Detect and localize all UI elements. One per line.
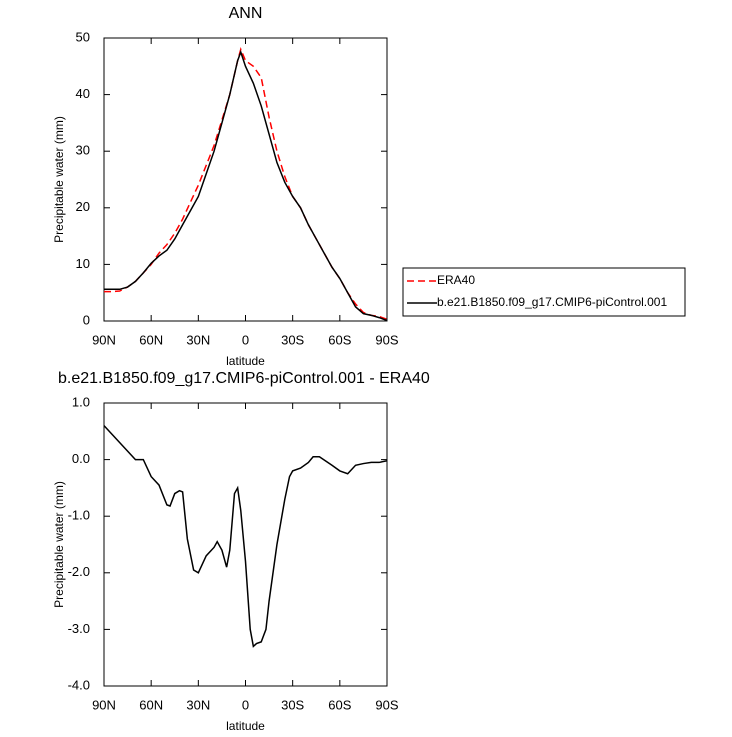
y-axis-label: Precipitable water (mm) [52,116,66,243]
y-tick-label: -3.0 [68,621,90,636]
x-tick-label: 60S [328,697,351,712]
x-tick-label: 30S [281,697,304,712]
x-tick-label: 30N [186,332,210,347]
legend-box [402,267,686,317]
x-tick-label: 90N [92,332,116,347]
chart-title: ANN [229,5,263,22]
x-tick-label: 0 [242,332,249,347]
data-line [104,49,388,322]
y-tick-label: 1.0 [72,394,90,409]
x-tick-label: 90S [375,332,398,347]
x-axis-label: latitude [226,354,265,368]
y-tick-label: 20 [76,199,90,214]
y-tick-label: 0 [83,312,90,327]
y-tick-label: 50 [76,29,90,44]
x-tick-label: 0 [242,697,249,712]
y-tick-label: -4.0 [68,677,90,692]
plot-frame [103,402,388,687]
y-tick-label: -1.0 [68,508,90,523]
data-line [103,425,388,648]
y-tick-label: 10 [76,256,90,271]
legend-label: ERA40 [437,273,475,287]
x-tick-label: 90N [92,697,116,712]
y-tick-label: -2.0 [68,564,90,579]
x-axis-label: latitude [226,719,265,733]
y-axis-label: Precipitable water (mm) [52,481,66,608]
x-tick-label: 60N [139,332,163,347]
x-tick-label: 30S [281,332,304,347]
y-tick-label: 40 [76,86,90,101]
x-tick-label: 60N [139,697,163,712]
y-tick-label: 30 [76,143,90,158]
data-line [104,47,388,321]
y-tick-label: 0.0 [72,451,90,466]
plot-frame [103,37,388,322]
x-tick-label: 60S [328,332,351,347]
x-tick-label: 90S [375,697,398,712]
x-tick-label: 30N [186,697,210,712]
chart-title: b.e21.B1850.f09_g17.CMIP6-piControl.001 … [58,370,430,387]
legend-label: b.e21.B1850.f09_g17.CMIP6-piControl.001 [437,295,667,309]
